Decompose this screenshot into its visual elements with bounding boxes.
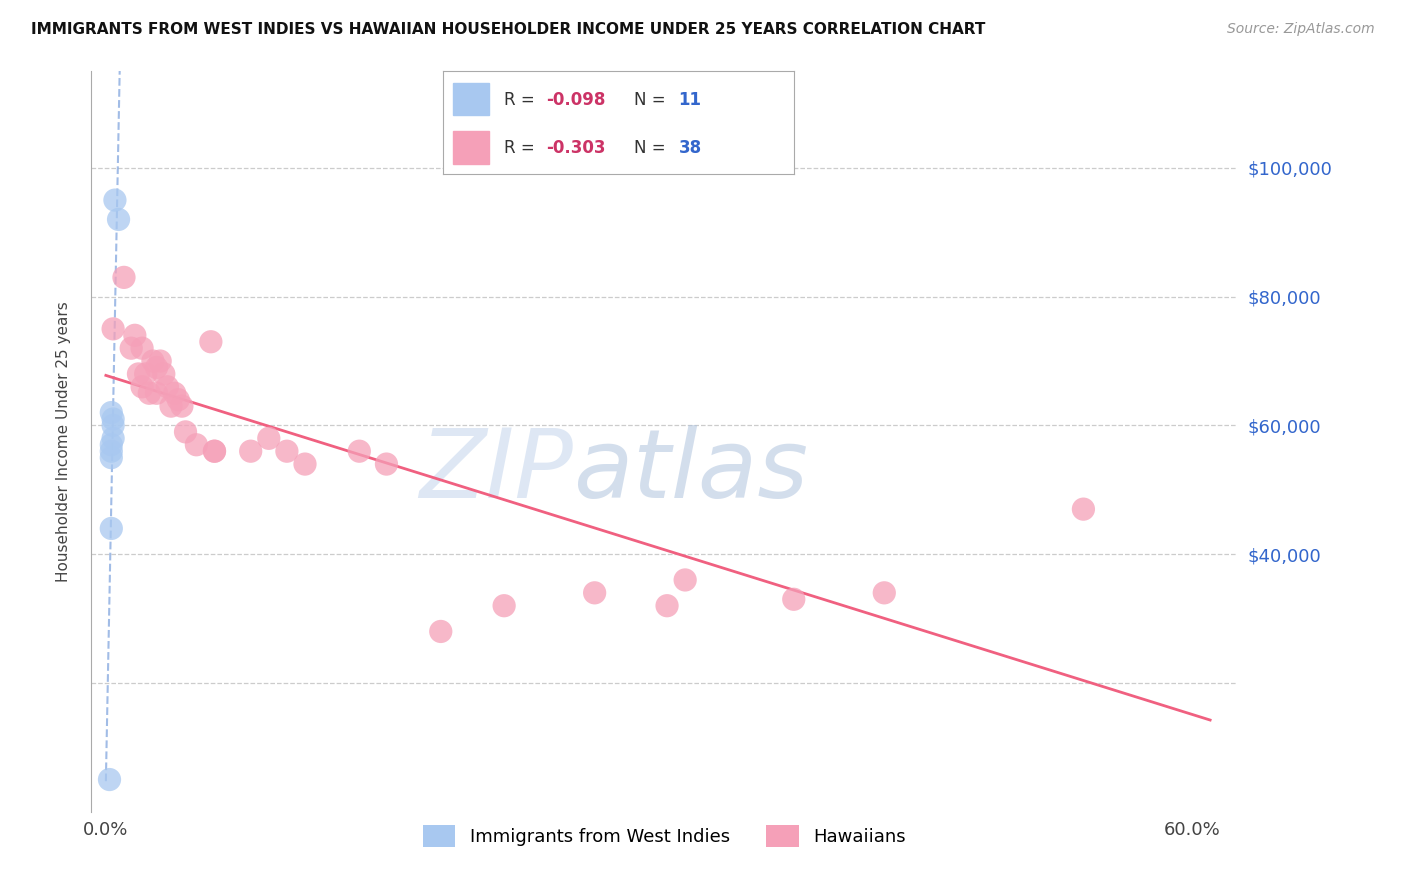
Text: ZIP: ZIP — [419, 425, 572, 517]
Point — [145, 360, 167, 375]
Text: -0.098: -0.098 — [547, 91, 606, 109]
Point — [124, 328, 146, 343]
Text: N =: N = — [634, 91, 671, 109]
Point — [100, 444, 122, 458]
Text: -0.303: -0.303 — [547, 139, 606, 157]
Point — [294, 457, 316, 471]
Point — [101, 322, 124, 336]
Text: IMMIGRANTS FROM WEST INDIES VS HAWAIIAN HOUSEHOLDER INCOME UNDER 25 YEARS CORREL: IMMIGRANTS FROM WEST INDIES VS HAWAIIAN … — [31, 22, 986, 37]
Bar — [453, 131, 489, 163]
Point — [375, 457, 398, 471]
Point — [170, 399, 193, 413]
Point — [100, 438, 122, 452]
Point — [120, 341, 142, 355]
Point — [98, 772, 121, 787]
Point — [429, 624, 451, 639]
Point — [160, 399, 183, 413]
Point — [239, 444, 262, 458]
Point — [156, 380, 179, 394]
Point — [100, 450, 122, 465]
Point — [127, 367, 149, 381]
Point — [101, 431, 124, 445]
Legend: Immigrants from West Indies, Hawaiians: Immigrants from West Indies, Hawaiians — [416, 818, 912, 855]
Point — [142, 354, 165, 368]
Point — [276, 444, 298, 458]
Text: 11: 11 — [678, 91, 702, 109]
Point — [131, 380, 153, 394]
Point — [257, 431, 280, 445]
Text: Source: ZipAtlas.com: Source: ZipAtlas.com — [1227, 22, 1375, 37]
Point — [100, 521, 122, 535]
Point — [107, 212, 129, 227]
Text: N =: N = — [634, 139, 671, 157]
Point — [163, 386, 186, 401]
Point — [153, 367, 176, 381]
Point — [200, 334, 222, 349]
Point — [204, 444, 226, 458]
Point — [101, 412, 124, 426]
Point — [167, 392, 190, 407]
Point — [186, 438, 208, 452]
Text: 38: 38 — [678, 139, 702, 157]
Bar — [453, 83, 489, 115]
Y-axis label: Householder Income Under 25 years: Householder Income Under 25 years — [56, 301, 70, 582]
Point — [1073, 502, 1095, 516]
Point — [174, 425, 197, 439]
Point — [131, 341, 153, 355]
Point — [204, 444, 226, 458]
Point — [138, 386, 160, 401]
Point — [112, 270, 135, 285]
Point — [873, 586, 896, 600]
Point — [149, 354, 172, 368]
Point — [135, 367, 157, 381]
Text: atlas: atlas — [572, 425, 807, 517]
Point — [673, 573, 696, 587]
Point — [104, 193, 127, 207]
Point — [100, 406, 122, 420]
Text: R =: R = — [505, 91, 540, 109]
Text: R =: R = — [505, 139, 540, 157]
Point — [349, 444, 371, 458]
Point — [583, 586, 606, 600]
Point — [655, 599, 678, 613]
Point — [494, 599, 516, 613]
Point — [783, 592, 806, 607]
Point — [101, 418, 124, 433]
Point — [145, 386, 167, 401]
